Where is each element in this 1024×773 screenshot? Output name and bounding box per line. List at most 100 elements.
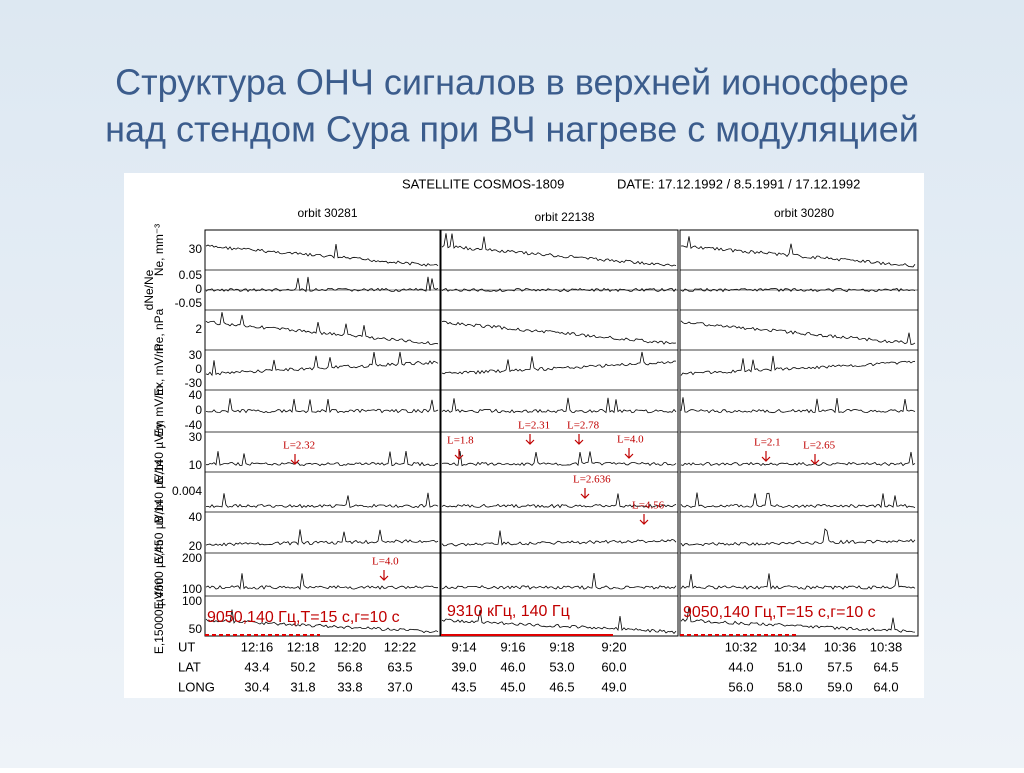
date-label: DATE: 17.12.1992 / 8.5.1991 / 17.12.1992 [617,176,860,191]
trace [680,320,916,345]
trace [441,320,677,345]
trace [680,573,916,590]
table-cell: 46.5 [549,679,574,694]
table-cell: 64.0 [873,679,898,694]
trace [680,287,916,293]
tick-label: 0 [195,403,202,417]
tick-label: 50 [189,622,203,636]
tick-label: 30 [189,348,203,362]
tick-label: 0 [195,282,202,296]
trace [441,530,677,547]
table-cell: 45.0 [500,679,525,694]
panel-label: E,140 µV/m [152,421,166,484]
annotation-arrow [525,434,535,445]
annotation-arrow [574,434,584,445]
trace [205,398,439,414]
table-cell: 12:20 [334,639,367,654]
trace [205,573,438,591]
tick-label: 40 [189,388,203,402]
trace [680,236,916,268]
annotation-arrow [761,451,771,462]
table-cell: 9:18 [549,639,574,654]
tick-label: 0.004 [172,484,202,498]
table-cell: 46.0 [500,659,525,674]
table-cell: 53.0 [549,659,574,674]
trace [205,312,439,345]
trace [205,351,439,377]
table-cell: 60.0 [601,659,626,674]
table-cell: 12:22 [384,639,417,654]
trace [680,492,916,509]
table-row-label: LONG [178,679,215,694]
trace [680,355,916,376]
caption: 9050,140 Гц,T=15 с,г=10 с [207,609,400,626]
tick-label: -0.05 [175,296,203,310]
tick-label: 40 [189,510,203,524]
annotation: L=4.0 [372,556,399,568]
table-cell: 57.5 [827,659,852,674]
trace [205,492,439,509]
table-cell: 9:20 [601,639,626,654]
table-cell: 58.0 [777,679,802,694]
trace [680,397,916,414]
figure [124,173,924,698]
panel-label: B,140 µV/m [152,461,166,524]
caption: 9050,140 Гц,T=15 с,г=10 с [683,604,876,621]
trace [205,609,439,634]
annotation: L=2.1 [754,437,781,449]
panel-label: E,15000 µV/m [152,578,166,654]
tick-label: 30 [189,242,203,256]
table-cell: 39.0 [451,659,476,674]
table-row-label: UT [178,639,195,654]
table-cell: 12:18 [287,639,320,654]
table-cell: 56.8 [337,659,362,674]
tick-label: 100 [182,594,202,608]
table-cell: 33.8 [337,679,362,694]
table-cell: 10:38 [870,639,903,654]
table-row-label: LAT [178,659,201,674]
trace [206,451,438,467]
panel-frame [204,229,441,637]
table-cell: 43.5 [451,679,476,694]
table-cell: 9:16 [500,639,525,654]
trace [441,233,677,267]
annotation: L=2.636 [573,474,611,486]
table-cell: 43.4 [244,659,269,674]
trace [441,287,677,293]
figure-content: SATELLITE COSMOS-1809 DATE: 17.12.1992 / … [142,176,919,694]
panel-label: Ne, mm⁻³ [152,224,166,276]
satellite-label: SATELLITE COSMOS-1809 [402,176,564,191]
annotation: L=4.0 [617,434,644,446]
annotation-arrow [290,454,300,465]
tick-label: -40 [185,418,203,432]
trace [205,529,439,547]
annotation-arrow [580,488,590,499]
tick-label: 30 [189,430,203,444]
panel-frame [679,229,919,637]
table-cell: 10:36 [824,639,857,654]
trace [441,493,677,509]
orbit-label: orbit 30281 [297,206,357,220]
annotation: L=2.31 [518,420,550,432]
panel-label: Ex, mV/m [152,344,166,396]
panel-label: E,4600 µV/m [152,540,166,610]
table-cell: 49.0 [601,679,626,694]
panel-label: dNe/Ne [142,269,156,310]
table-cell: 31.8 [290,679,315,694]
table-cell: 50.2 [290,659,315,674]
table-cell: 63.5 [387,659,412,674]
table-cell: 37.0 [387,679,412,694]
trace [441,351,677,375]
annotation: L=2.32 [283,440,315,452]
orbit-label: orbit 22138 [534,210,594,224]
trace [441,573,677,590]
tick-label: -30 [185,376,203,390]
tick-label: 200 [182,551,202,565]
trace [680,528,916,547]
slide-title: над стендом Сура при ВЧ нагреве с модуля… [105,109,919,150]
annotation-arrow [639,514,649,525]
panel-label: E,450 µV/m [152,501,166,564]
caption: 9310 кГц, 140 Гц [447,603,570,620]
